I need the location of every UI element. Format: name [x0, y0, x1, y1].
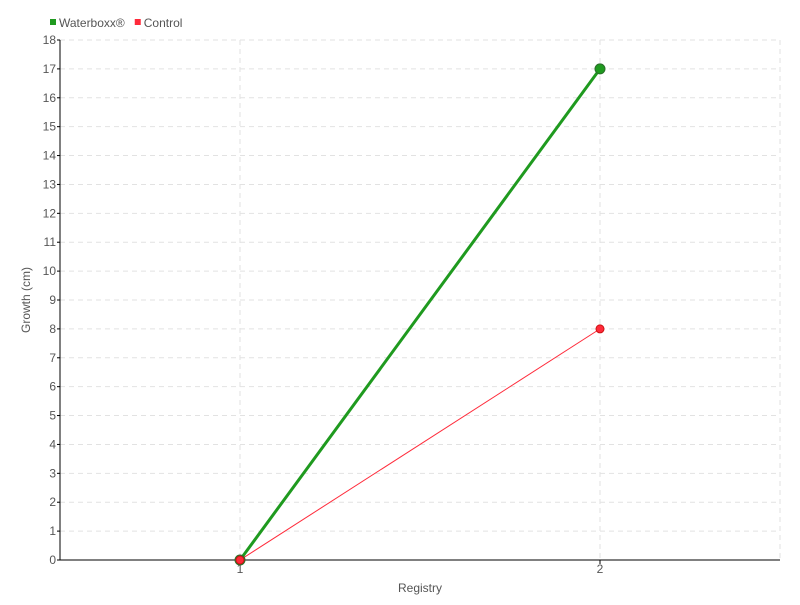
y-tick-label: 13 — [43, 177, 57, 191]
legend-swatch — [50, 19, 56, 25]
y-tick-label: 4 — [49, 437, 56, 451]
legend-label: Control — [144, 16, 183, 30]
y-tick-label: 1 — [49, 524, 56, 538]
data-point — [235, 555, 245, 565]
y-tick-label: 9 — [49, 293, 56, 307]
y-tick-label: 14 — [43, 149, 57, 163]
y-tick-label: 10 — [43, 264, 57, 278]
y-tick-label: 12 — [43, 206, 57, 220]
series-line-0 — [238, 68, 602, 561]
y-axis-label: Growth (cm) — [19, 267, 33, 333]
y-tick-label: 15 — [43, 120, 57, 134]
grid — [60, 39, 781, 560]
y-tick-label: 7 — [49, 351, 56, 365]
y-tick-label: 3 — [49, 466, 56, 480]
y-tick-label: 11 — [44, 235, 57, 249]
x-tick-label: 1 — [237, 562, 244, 576]
y-tick-label: 5 — [49, 409, 56, 423]
legend[interactable]: Waterboxx® Control — [50, 16, 182, 30]
y-tick-label: 2 — [49, 495, 56, 509]
legend-label: Waterboxx® — [59, 16, 125, 30]
x-axis-label: Registry — [398, 581, 442, 595]
series-group — [234, 63, 606, 566]
x-tick-label: 2 — [597, 562, 604, 576]
y-tick-label: 17 — [43, 62, 57, 76]
data-point — [595, 324, 605, 334]
data-point — [594, 63, 606, 75]
legend-swatch — [134, 19, 141, 25]
y-tick-label: 16 — [43, 91, 57, 105]
y-tick-label: 6 — [49, 380, 56, 394]
series-line-1 — [239, 328, 601, 561]
y-tick-label: 0 — [49, 553, 56, 567]
y-tick-label: 8 — [49, 322, 56, 336]
y-tick-label: 18 — [43, 33, 57, 47]
